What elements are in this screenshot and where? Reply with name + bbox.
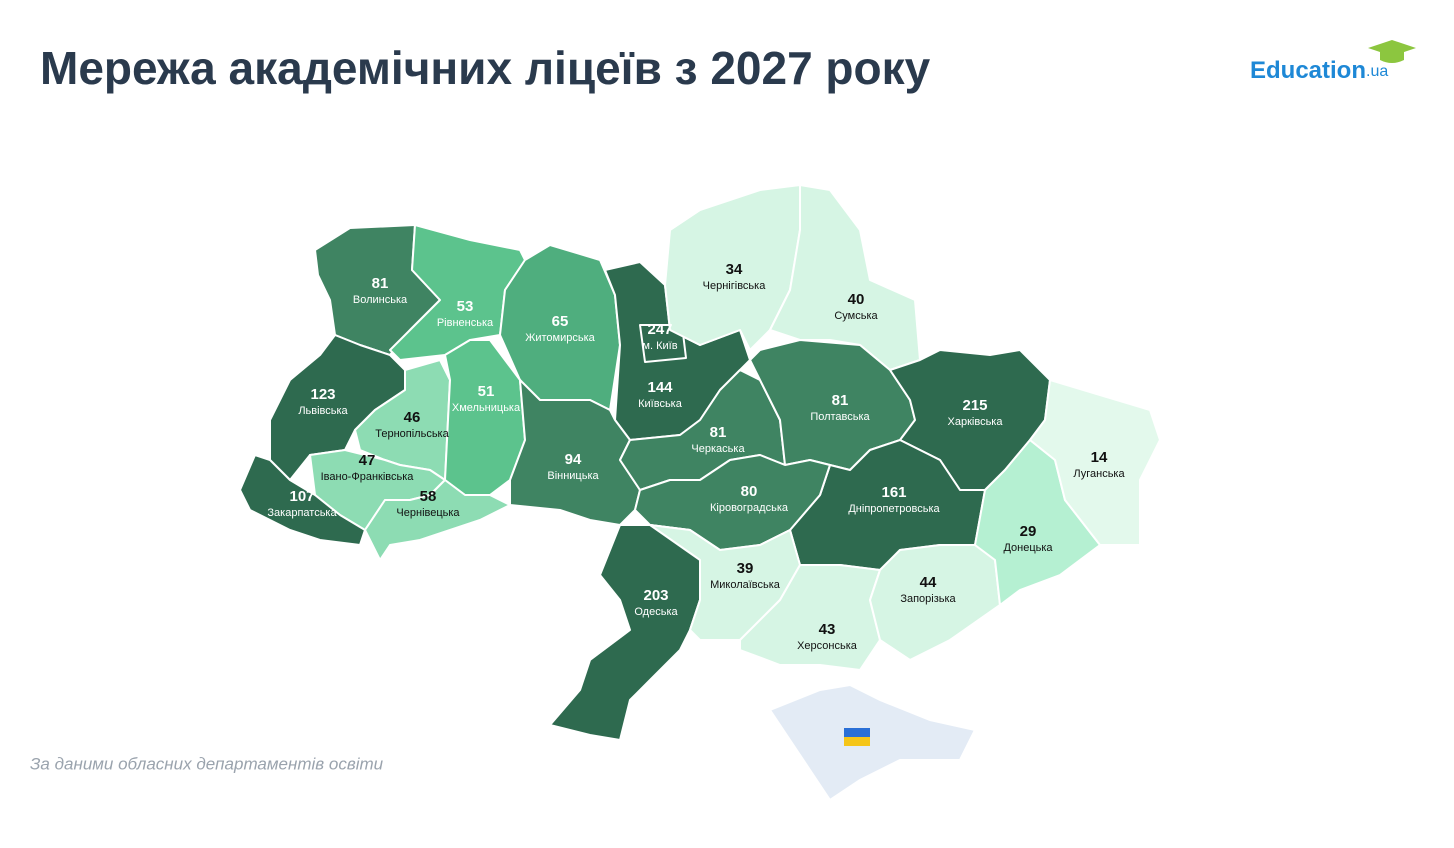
title: Мережа академічних ліцеїв з 2027 року [40,42,931,94]
source-note: За даними обласних департаментів освіти [30,754,384,773]
region-value: 81 [710,424,727,441]
region-value: 39 [737,560,754,577]
region-name: Сумська [834,310,878,322]
region-value: 46 [404,409,421,426]
region-name: Івано-Франківська [321,471,415,483]
region [549,524,701,741]
region-value: 81 [372,275,389,292]
logo-name-text: Education [1250,57,1366,84]
region-value: 40 [848,291,865,308]
region [239,454,366,546]
region-value: 14 [1091,449,1108,466]
region-name: м. Київ [642,340,677,352]
region-name: Полтавська [810,411,870,423]
region-name: Кіровоградська [710,502,789,514]
region-name: Херсонська [797,640,858,652]
region-value: 81 [832,392,849,409]
flag-blue [844,728,870,737]
region-value: 144 [647,379,673,396]
region [1029,379,1161,546]
region-name: Миколаївська [710,579,781,591]
region-name: Львівська [298,405,348,417]
region-name: Одеська [634,606,678,618]
region-name: Тернопільська [375,428,449,440]
region-value: 215 [962,397,987,414]
region [639,324,687,363]
region-name: Харківська [948,416,1004,428]
region-name: Житомирська [525,332,595,344]
region [739,564,881,671]
region-value: 123 [310,386,335,403]
flag-yellow [844,737,870,746]
region-name: Чернівецька [396,507,460,519]
crimea [768,683,977,802]
region [974,439,1101,606]
region-name: Черкаська [691,443,745,455]
region-value: 47 [359,452,376,469]
region-name: Луганська [1073,468,1125,480]
logo-name: Education.ua [1250,57,1388,84]
region-name: Київська [638,398,683,410]
region-value: 107 [289,488,314,505]
region-value: 29 [1020,523,1037,540]
region-name: Дніпропетровська [848,503,940,515]
region-name: Волинська [353,294,408,306]
region-value: 65 [552,313,569,330]
labels: 81 Волинська 53 Рівненська 65 Житомирська 144 К… [267,261,1125,652]
region-value: 34 [726,261,743,278]
region-value: 94 [565,451,582,468]
region-name: Рівненська [437,317,494,329]
region-name: Вінницька [547,470,599,482]
region-value: 247 [647,321,672,338]
region-name: Хмельницька [452,402,521,414]
region-value: 43 [819,621,836,638]
region-name: Закарпатська [267,507,337,519]
region-value: 80 [741,483,758,500]
region-value: 51 [478,383,495,400]
logo-suffix: .ua [1366,63,1388,80]
region-value: 203 [643,587,668,604]
region-value: 44 [920,574,937,591]
region-name: Запорізька [900,593,956,605]
region-value: 161 [881,484,906,501]
region-value: 53 [457,298,474,315]
logo: Education.ua [1250,40,1416,84]
region-name: Донецька [1003,542,1053,554]
region [364,479,511,561]
region-value: 58 [420,488,437,505]
logo-cap-base [1380,52,1404,63]
regions [239,184,1161,741]
region-name: Чернігівська [703,280,767,292]
